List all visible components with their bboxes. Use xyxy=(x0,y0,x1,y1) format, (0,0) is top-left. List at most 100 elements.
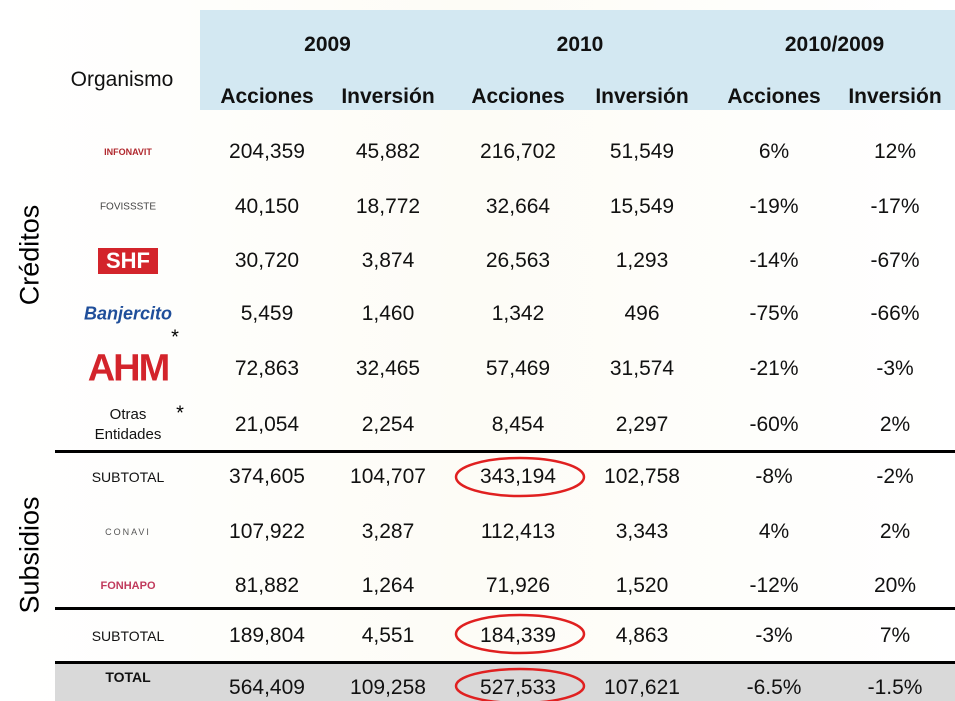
year-header: 2010/2009 xyxy=(784,33,885,56)
row-label: FONHAPO xyxy=(100,580,156,592)
cell: -19% xyxy=(749,195,799,218)
column-header: Inversión xyxy=(595,85,689,108)
cell: 4% xyxy=(758,520,790,543)
column-header: Acciones xyxy=(220,85,314,108)
cell: 30,720 xyxy=(234,249,300,272)
cell: -12% xyxy=(749,574,799,597)
section-label: Créditos xyxy=(14,204,45,306)
highlight-ellipse xyxy=(454,667,586,701)
cell: 1,293 xyxy=(615,249,669,272)
cell: 31,574 xyxy=(609,357,675,380)
cell: 12% xyxy=(873,140,917,163)
cell: -67% xyxy=(870,249,920,272)
cell: -14% xyxy=(749,249,799,272)
cell: 15,549 xyxy=(609,195,675,218)
cell: 71,926 xyxy=(485,574,551,597)
cell: -66% xyxy=(870,302,920,325)
cell: -6.5% xyxy=(746,676,802,699)
cell: 32,664 xyxy=(485,195,551,218)
cell: 102,758 xyxy=(604,465,680,488)
highlight-ellipse xyxy=(454,613,586,655)
cell: 26,563 xyxy=(485,249,551,272)
cell: 112,413 xyxy=(480,520,556,543)
cell: 2,254 xyxy=(361,413,415,436)
cell: 343,194 xyxy=(480,465,556,488)
cell: 564,409 xyxy=(229,676,305,699)
cell: -8% xyxy=(755,465,793,488)
cell: -60% xyxy=(749,413,799,436)
cell: 1,264 xyxy=(361,574,415,597)
column-header: Acciones xyxy=(727,85,821,108)
column-header: Acciones xyxy=(471,85,565,108)
cell: 21,054 xyxy=(234,413,300,436)
cell: 45,882 xyxy=(355,140,421,163)
cell: 216,702 xyxy=(480,140,556,163)
cell: -75% xyxy=(749,302,799,325)
cell: 2% xyxy=(879,520,911,543)
row-label: SUBTOTAL xyxy=(91,469,165,485)
cell: 20% xyxy=(873,574,917,597)
cell: 40,150 xyxy=(234,195,300,218)
column-header: Inversión xyxy=(848,85,942,108)
cell: 374,605 xyxy=(229,465,305,488)
cell: 1,342 xyxy=(491,302,545,325)
cell: -21% xyxy=(749,357,799,380)
row-label: FOVISSSTE xyxy=(99,201,157,213)
cell: 6% xyxy=(758,140,790,163)
year-header: 2009 xyxy=(304,33,351,56)
row-label: AHM xyxy=(87,347,171,390)
cell: 32,465 xyxy=(355,357,421,380)
cell: 184,339 xyxy=(480,624,556,647)
cell: 1,520 xyxy=(615,574,669,597)
highlight-ellipse xyxy=(454,456,586,498)
cell: 8,454 xyxy=(491,413,545,436)
organismo-header: Organismo xyxy=(70,68,174,91)
cell: 107,621 xyxy=(604,676,680,699)
cell: 189,804 xyxy=(229,624,305,647)
header-band xyxy=(200,10,955,110)
rule xyxy=(55,450,955,453)
rule xyxy=(55,661,955,664)
cell: 18,772 xyxy=(355,195,421,218)
cell: -2% xyxy=(876,465,914,488)
cell: 3,343 xyxy=(615,520,669,543)
row-label: CONAVI xyxy=(105,527,151,537)
footnote-mark: * xyxy=(171,326,179,349)
row-label: INFONAVIT xyxy=(104,147,152,157)
cell: -3% xyxy=(876,357,914,380)
cell: 57,469 xyxy=(485,357,551,380)
cell: 496 xyxy=(624,302,660,325)
section-label: Subsidios xyxy=(14,496,45,614)
cell: 5,459 xyxy=(240,302,294,325)
cell: -17% xyxy=(870,195,920,218)
row-label: Banjercito xyxy=(83,303,173,324)
cell: 104,707 xyxy=(350,465,426,488)
row-label: Otras Entidades xyxy=(94,406,162,443)
cell: 72,863 xyxy=(234,357,300,380)
year-header: 2010 xyxy=(556,33,604,56)
cell: 4,863 xyxy=(615,624,669,647)
cell: 527,533 xyxy=(480,676,556,699)
cell: 1,460 xyxy=(361,302,415,325)
cell: 3,874 xyxy=(361,249,415,272)
cell: -1.5% xyxy=(867,676,923,699)
cell: 2,297 xyxy=(615,413,669,436)
row-label: SHF xyxy=(98,248,158,274)
rule xyxy=(55,607,955,610)
cell: 3,287 xyxy=(361,520,415,543)
cell: 51,549 xyxy=(609,140,675,163)
cell: 204,359 xyxy=(229,140,305,163)
cell: 4,551 xyxy=(361,624,415,647)
cell: -3% xyxy=(755,624,793,647)
footnote-mark: * xyxy=(176,402,184,425)
row-label: SUBTOTAL xyxy=(91,628,165,644)
cell: 81,882 xyxy=(234,574,300,597)
cell: 109,258 xyxy=(350,676,426,699)
column-header: Inversión xyxy=(341,85,435,108)
cell: 107,922 xyxy=(229,520,305,543)
cell: 2% xyxy=(879,413,911,436)
row-label: TOTAL xyxy=(105,669,151,685)
cell: 7% xyxy=(879,624,911,647)
